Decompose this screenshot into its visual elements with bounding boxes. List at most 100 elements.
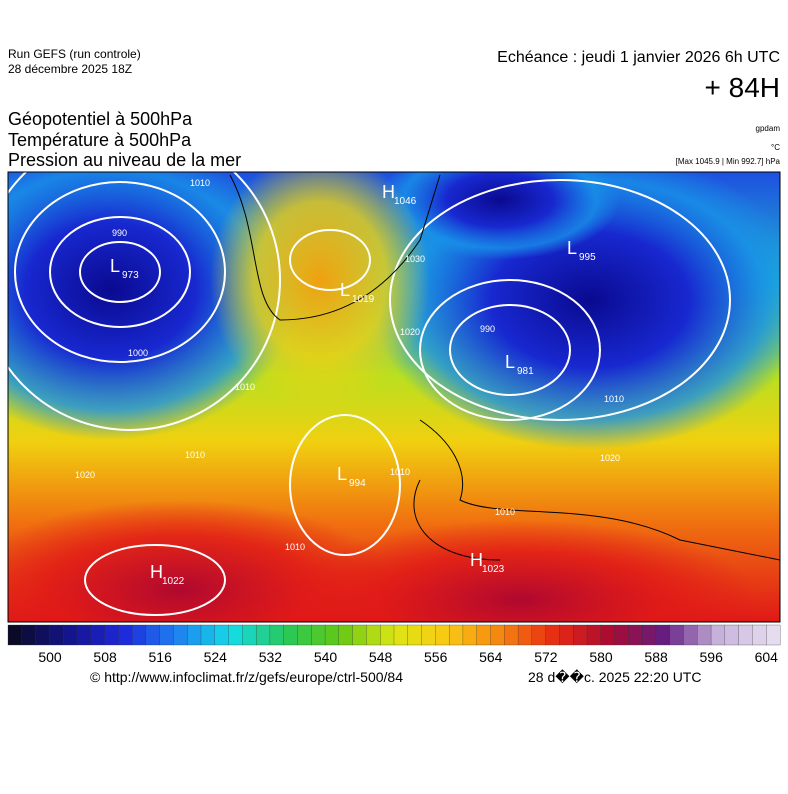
color-swatch [435, 624, 450, 646]
colorbar-tick: 588 [644, 649, 668, 665]
unit: gpdam [756, 124, 781, 133]
color-swatch [366, 624, 381, 646]
isobar-label: 990 [480, 324, 495, 334]
source: © http://www.infoclimat.fr/z/gefs/europe… [90, 669, 403, 685]
color-swatch [641, 624, 657, 646]
color-swatch [242, 624, 257, 646]
color-swatch [380, 624, 395, 646]
map-frame [7, 171, 781, 623]
color-swatch [352, 624, 367, 646]
isobar-label: 1030 [405, 254, 425, 264]
colorbar: 500 508 516 524 532 540 548 556 564 572 580 588 596 6… [7, 624, 781, 665]
color-swatch [517, 624, 533, 646]
color-swatch [600, 624, 616, 646]
center-value: 973 [122, 270, 139, 281]
center-value: 1023 [482, 564, 505, 575]
color-swatch [393, 624, 409, 646]
color-swatch [62, 624, 78, 646]
isobar-label: 1010 [190, 178, 210, 188]
isobar-label: 1010 [604, 394, 624, 404]
color-swatch [738, 624, 753, 646]
color-swatch [448, 624, 464, 646]
center-letter: L [340, 280, 350, 300]
center-letter: L [505, 352, 515, 372]
isobar-label: 1010 [285, 542, 305, 552]
isobar-label: 1010 [390, 467, 410, 477]
color-swatch [90, 624, 105, 646]
field: Température à 500hPa [8, 130, 192, 150]
center-letter: H [470, 550, 483, 570]
color-swatch [228, 624, 243, 646]
color-swatch [462, 624, 478, 646]
color-swatch [504, 624, 519, 646]
colorbar-tick: 564 [479, 649, 503, 665]
color-swatch [21, 624, 37, 646]
colorbar-tick: 596 [700, 649, 724, 665]
color-swatch [476, 624, 491, 646]
color-swatch [118, 624, 133, 646]
isobar-label: 1020 [400, 327, 420, 337]
colorbar-tick: 524 [204, 649, 228, 665]
center-value: 1022 [162, 576, 185, 587]
color-swatch [49, 624, 64, 646]
center-value: 994 [349, 478, 366, 489]
color-swatch [614, 624, 629, 646]
run: Run GEFS (run controle) [8, 47, 141, 61]
color-swatch [724, 624, 740, 646]
colorbar-tick: 532 [259, 649, 283, 665]
color-swatch [214, 624, 230, 646]
isobar-label: 1010 [185, 450, 205, 460]
color-swatch [324, 624, 340, 646]
color-swatch [255, 624, 271, 646]
color-swatch [200, 624, 216, 646]
color-swatch [338, 624, 354, 646]
color-swatch [683, 624, 698, 646]
color-swatch [173, 624, 188, 646]
color-swatch [752, 624, 767, 646]
extremes: [Max 1045.9 | Min 992.7] hPa [676, 157, 781, 166]
colorbar-tick: 516 [149, 649, 173, 665]
color-swatch [283, 624, 298, 646]
colorbar-tick: 548 [369, 649, 393, 665]
color-swatch [766, 624, 781, 646]
color-swatch [7, 624, 23, 646]
colorbar-tick: 556 [424, 649, 448, 665]
color-swatch [531, 624, 547, 646]
unit: °C [771, 143, 780, 152]
isobar-label: 990 [112, 228, 127, 238]
run-date: 28 décembre 2025 18Z [8, 62, 132, 76]
color-swatch [573, 624, 588, 646]
color-swatch [187, 624, 202, 646]
color-swatch [559, 624, 574, 646]
color-swatch [159, 624, 174, 646]
center-letter: H [150, 562, 163, 582]
color-swatch [131, 624, 147, 646]
colorbar-tick: 580 [589, 649, 613, 665]
center-value: 995 [579, 252, 596, 263]
colorbar-tick: 604 [755, 649, 779, 665]
generated: 28 d��c. 2025 22:20 UTC [528, 669, 701, 685]
color-swatch [710, 624, 726, 646]
colorbar-tick: 508 [93, 649, 117, 665]
center-letter: L [110, 256, 120, 276]
isobar-label: 1000 [128, 348, 148, 358]
color-swatch [697, 624, 712, 646]
center-letter: L [567, 238, 577, 258]
colorbar-tick: 572 [534, 649, 558, 665]
color-swatch [407, 624, 423, 646]
color-swatch [145, 624, 161, 646]
center-value: 981 [517, 366, 534, 377]
color-swatch [311, 624, 326, 646]
center-letter: H [382, 182, 395, 202]
color-swatch [269, 624, 285, 646]
isobar-label: 1010 [495, 507, 515, 517]
color-swatch [297, 624, 312, 646]
center-letter: L [337, 464, 347, 484]
color-swatch [545, 624, 560, 646]
color-swatch [669, 624, 684, 646]
lead-time: + 84H [705, 72, 781, 103]
color-swatch [35, 624, 50, 646]
colorbar-tick: 540 [314, 649, 338, 665]
color-swatch [628, 624, 643, 646]
